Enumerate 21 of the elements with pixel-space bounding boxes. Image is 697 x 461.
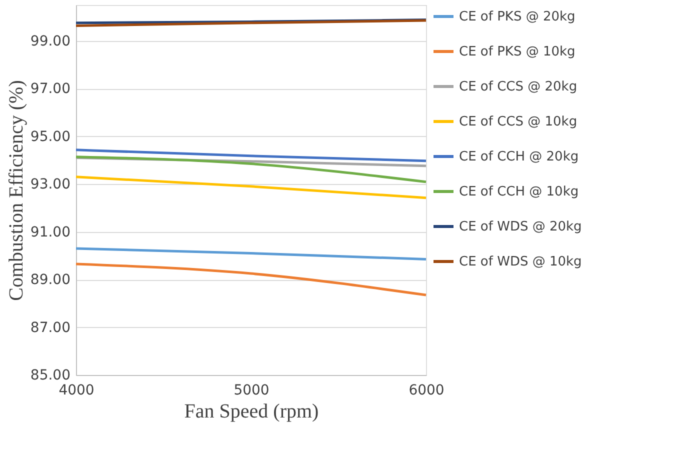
- x-tick-label: 6000: [408, 382, 444, 398]
- legend-label: CE of CCS @ 10kg: [459, 114, 578, 130]
- y-tick-label: 91.00: [30, 224, 70, 240]
- legend-label: CE of CCH @ 10kg: [459, 184, 579, 200]
- y-axis-title: Combustion Efficiency (%): [5, 80, 28, 301]
- legend-label: CE of WDS @ 10kg: [459, 254, 582, 270]
- y-tick-label: 97.00: [30, 81, 70, 98]
- legend-label: CE of PKS @ 20kg: [459, 10, 576, 24]
- y-tick-label: 87.00: [30, 320, 70, 336]
- y-tick-label: 89.00: [30, 272, 70, 288]
- x-axis-title: Fan Speed (rpm): [184, 400, 319, 422]
- legend-label: CE of PKS @ 10kg: [459, 44, 576, 60]
- legend-label: CE of CCH @ 20kg: [459, 150, 579, 164]
- y-tick-label: 85.00: [30, 368, 70, 384]
- x-tick-label: 4000: [58, 382, 94, 398]
- y-tick-label: 99.00: [30, 33, 70, 50]
- y-tick-label: 93.00: [30, 176, 70, 193]
- legend-label: CE of CCS @ 20kg: [459, 80, 578, 94]
- y-tick-label: 95.00: [30, 128, 70, 145]
- legend-label: CE of WDS @ 20kg: [459, 220, 582, 234]
- x-tick-label: 5000: [234, 382, 270, 398]
